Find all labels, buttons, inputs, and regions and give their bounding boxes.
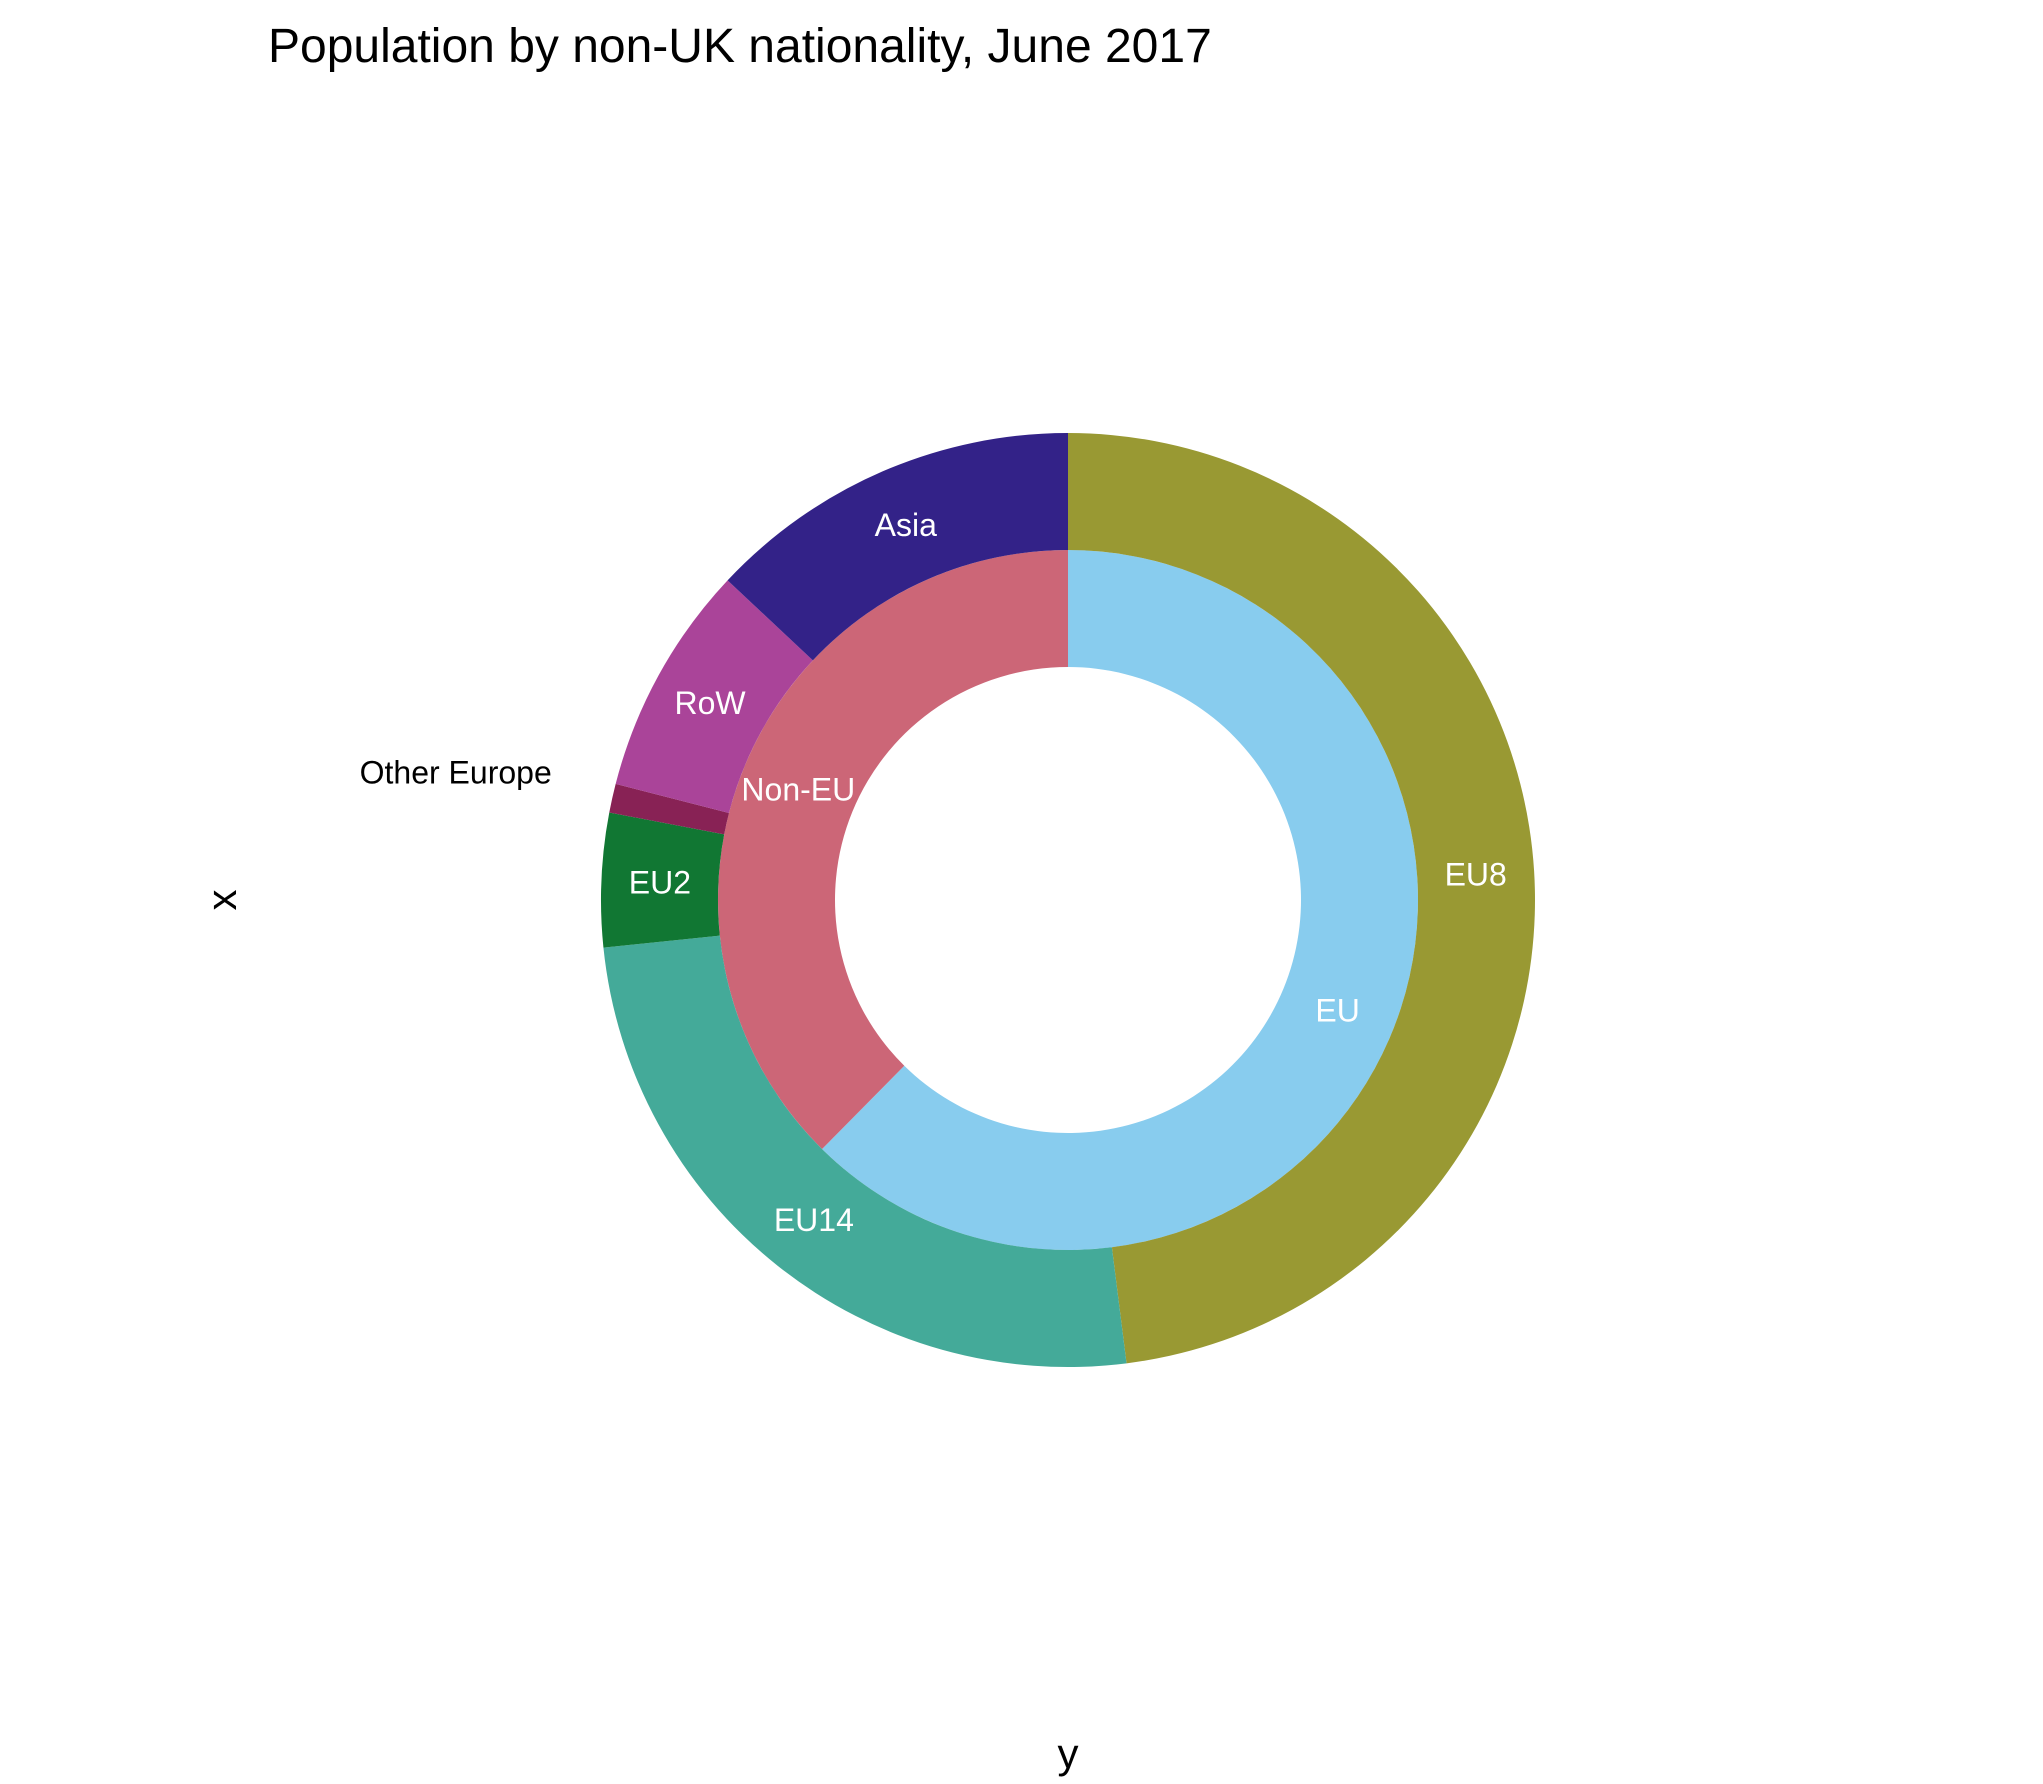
outer-slice-asia — [727, 433, 1068, 661]
outer-slice-eu8 — [1068, 433, 1535, 1364]
segment-label-other-europe: Other Europe — [360, 755, 552, 791]
segment-label-asia: Asia — [875, 507, 937, 543]
segment-label-non-eu: Non-EU — [741, 771, 855, 807]
segment-label-eu2: EU2 — [629, 864, 691, 900]
outer-slice-eu2 — [601, 812, 725, 948]
outer-slice-row — [615, 580, 813, 813]
donut-rings — [601, 433, 1535, 1367]
outer-slice-other-europe — [609, 783, 729, 835]
outer-slice-eu14 — [603, 935, 1127, 1367]
segment-labels: EU Non-EU EU8 EU14 EU2 Other Europe RoW Asia — [360, 507, 1507, 1238]
inner-slice-eu — [822, 550, 1418, 1251]
segment-label-eu: EU — [1315, 993, 1359, 1029]
segment-label-eu14: EU14 — [774, 1202, 854, 1238]
y-axis-label: x — [198, 890, 245, 911]
segment-label-eu8: EU8 — [1445, 856, 1507, 892]
inner-slice-non-eu — [717, 550, 1068, 1150]
segment-label-row: RoW — [674, 685, 746, 721]
chart-title: Population by non-UK nationality, June 2… — [268, 20, 1212, 73]
x-axis-label: y — [1058, 1730, 1079, 1777]
